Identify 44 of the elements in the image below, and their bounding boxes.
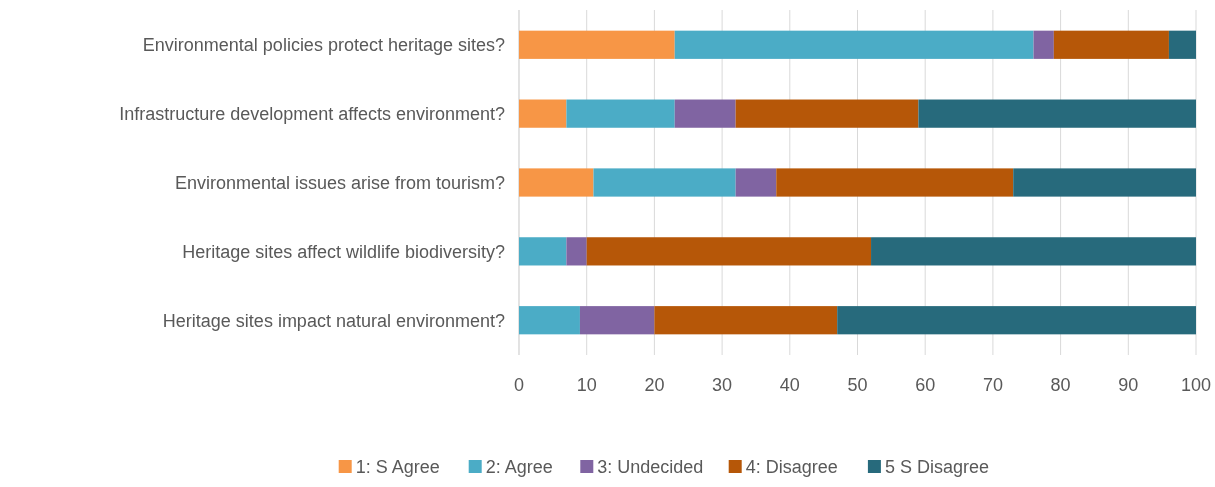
y-tick-label: Heritage sites impact natural environment? bbox=[162, 310, 505, 331]
bar bbox=[654, 306, 838, 335]
bar bbox=[837, 306, 1196, 335]
y-tick-label: Heritage sites affect wildlife biodiversity? bbox=[182, 241, 505, 262]
x-tick-label: 40 bbox=[779, 375, 800, 395]
x-tick-label: 100 bbox=[1180, 375, 1212, 395]
bar bbox=[519, 168, 594, 197]
x-tick-label: 60 bbox=[915, 375, 936, 395]
legend-label: 1: S Agree bbox=[355, 457, 440, 478]
bar bbox=[593, 168, 736, 197]
legend-label: 5 S Disagree bbox=[884, 457, 989, 478]
x-tick-label: 20 bbox=[644, 375, 665, 395]
bar bbox=[776, 168, 1014, 197]
bar bbox=[674, 30, 1034, 59]
bar bbox=[566, 99, 675, 128]
x-tick-label: 50 bbox=[847, 375, 868, 395]
bar bbox=[1033, 30, 1054, 59]
x-tick-label: 90 bbox=[1118, 375, 1139, 395]
bar bbox=[735, 99, 919, 128]
x-tick-label: 0 bbox=[513, 375, 525, 395]
x-tick-label: 70 bbox=[982, 375, 1003, 395]
legend-label: 2: Agree bbox=[485, 457, 553, 478]
bar bbox=[1013, 168, 1196, 197]
bar bbox=[1053, 30, 1169, 59]
bar bbox=[674, 99, 736, 128]
bar bbox=[519, 237, 567, 266]
bar bbox=[735, 168, 777, 197]
bar bbox=[586, 237, 872, 266]
legend-label: 3: Undecided bbox=[597, 457, 704, 478]
bar bbox=[918, 99, 1196, 128]
bar bbox=[519, 306, 580, 335]
bar bbox=[871, 237, 1196, 266]
bar bbox=[579, 306, 655, 335]
x-tick-label: 80 bbox=[1050, 375, 1071, 395]
y-tick-label: Environmental policies protect heritage sites? bbox=[142, 35, 505, 56]
bar bbox=[566, 237, 587, 266]
bar bbox=[519, 99, 567, 128]
y-tick-label: Environmental issues arise from tourism? bbox=[174, 172, 505, 193]
y-tick-label: Infrastructure development affects environment? bbox=[119, 103, 505, 124]
x-tick-label: 30 bbox=[712, 375, 733, 395]
x-tick-label: 10 bbox=[576, 375, 597, 395]
legend-label: 4: Disagree bbox=[745, 457, 838, 478]
bar bbox=[519, 30, 675, 59]
bar bbox=[1168, 30, 1196, 59]
